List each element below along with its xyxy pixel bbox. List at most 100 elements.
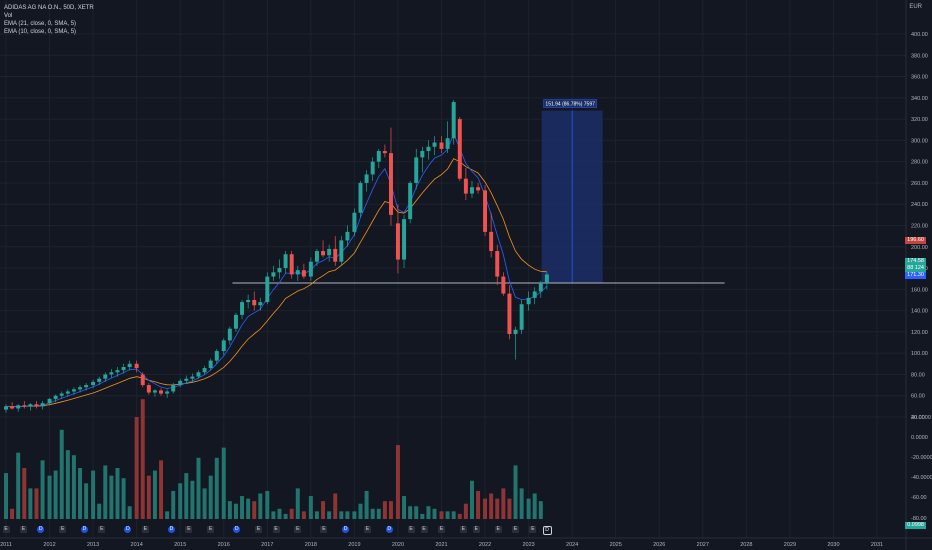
volume-bar [445, 511, 450, 519]
price-tick-label: 40.00 [911, 415, 925, 421]
price-tick-label: 380.00 [911, 53, 928, 59]
last-price-tag: 174.58 [905, 258, 926, 265]
ema21-line [5, 158, 547, 408]
time-tick-label: 2026 [653, 542, 665, 548]
candle-body [165, 391, 170, 394]
candle-body [127, 363, 132, 367]
candle-body [28, 404, 33, 407]
candle-body [22, 405, 27, 407]
candle-body [352, 212, 357, 232]
volume-bar [71, 455, 76, 519]
price-tick-label: 200.00 [911, 245, 928, 251]
volume-tick-label: -80.00 [911, 516, 927, 522]
earnings-marker[interactable]: E [494, 526, 502, 533]
candle-body [159, 390, 164, 394]
candle-body [178, 380, 183, 386]
earnings-marker[interactable]: E [363, 526, 371, 533]
volume-bar [389, 501, 393, 519]
volume-tick-label: -40.0000 [911, 475, 932, 481]
measure-label-box [543, 99, 597, 108]
volume-bar [240, 496, 245, 519]
candle-body [476, 187, 481, 191]
candle-body [47, 398, 52, 404]
earnings-marker[interactable]: E [294, 526, 302, 533]
earnings-marker[interactable]: E [320, 526, 328, 533]
volume-bar [364, 490, 369, 519]
dividend-marker[interactable]: D [385, 526, 393, 533]
candle-body [314, 251, 319, 262]
candle-body [214, 351, 219, 361]
volume-bar [109, 475, 114, 519]
volume-bar [78, 468, 83, 519]
volume-bar [308, 496, 313, 519]
time-tick-label: 2028 [740, 542, 752, 548]
earnings-marker[interactable]: E [459, 526, 467, 533]
earnings-marker[interactable]: E [512, 526, 520, 533]
candle-body [10, 406, 15, 409]
candle-body [376, 151, 381, 162]
last-price-sub-tag: 88 124 [905, 265, 926, 272]
dividend-marker[interactable]: D [124, 526, 132, 533]
volume-bar [432, 508, 437, 519]
volume-bar [526, 498, 531, 519]
earnings-marker[interactable]: E [207, 526, 215, 533]
time-tick-label: 2017 [261, 542, 273, 548]
earnings-marker[interactable]: E [19, 526, 27, 533]
earnings-marker[interactable]: E [529, 526, 537, 533]
candle-body [345, 231, 350, 241]
dividend-marker[interactable]: D [80, 526, 88, 533]
volume-bar [265, 490, 270, 519]
ema10-line [5, 132, 548, 408]
earnings-marker[interactable]: E [185, 526, 193, 533]
candle-body [432, 142, 437, 147]
dividend-marker[interactable]: D [167, 526, 175, 533]
dividend-marker[interactable]: D [233, 526, 241, 533]
volume-bar [4, 473, 8, 519]
earnings-marker[interactable]: E [438, 526, 445, 533]
candle-body [370, 161, 375, 175]
ema21-price-tag: 196.60 [905, 237, 926, 244]
volume-bar [65, 450, 70, 519]
volume-bar [202, 488, 207, 519]
volume-bar [190, 480, 195, 519]
earnings-marker[interactable]: E [407, 526, 415, 533]
dividend-marker[interactable]: D [542, 526, 552, 535]
candle-body [208, 360, 213, 369]
candle-body [152, 390, 157, 393]
volume-bar [121, 478, 126, 519]
candle-body [544, 274, 549, 283]
volume-bar [171, 490, 176, 519]
candle-body [146, 385, 151, 393]
volume-bar [289, 508, 294, 519]
candle-body [115, 370, 120, 373]
time-tick-label: 2019 [348, 542, 360, 548]
candle-body [240, 302, 245, 315]
earnings-marker[interactable]: E [98, 526, 106, 533]
dividend-marker[interactable]: D [37, 526, 45, 533]
earnings-marker[interactable]: E [141, 526, 149, 533]
candle-body [265, 276, 270, 303]
volume-bar [519, 488, 524, 519]
volume-bar [53, 470, 58, 519]
volume-bar [152, 470, 157, 519]
volume-bar [314, 511, 319, 519]
earnings-marker[interactable]: E [272, 526, 280, 533]
volume-bar [10, 508, 15, 519]
volume-bar [146, 475, 151, 519]
volume-bar [134, 417, 139, 519]
earnings-marker[interactable]: E [255, 526, 263, 533]
earnings-marker[interactable]: E [472, 526, 480, 533]
volume-bar [140, 399, 145, 519]
candle-body [84, 385, 89, 388]
dividend-marker[interactable]: D [342, 526, 350, 533]
volume-bar [358, 503, 363, 519]
volume-bar [34, 488, 39, 519]
earnings-marker[interactable]: E [2, 526, 10, 533]
volume-bar [47, 475, 52, 519]
candle-body [190, 376, 195, 379]
earnings-marker[interactable]: E [420, 526, 428, 533]
volume-bar [16, 452, 21, 519]
earnings-marker[interactable]: E [59, 526, 67, 533]
candle-body [301, 270, 306, 277]
